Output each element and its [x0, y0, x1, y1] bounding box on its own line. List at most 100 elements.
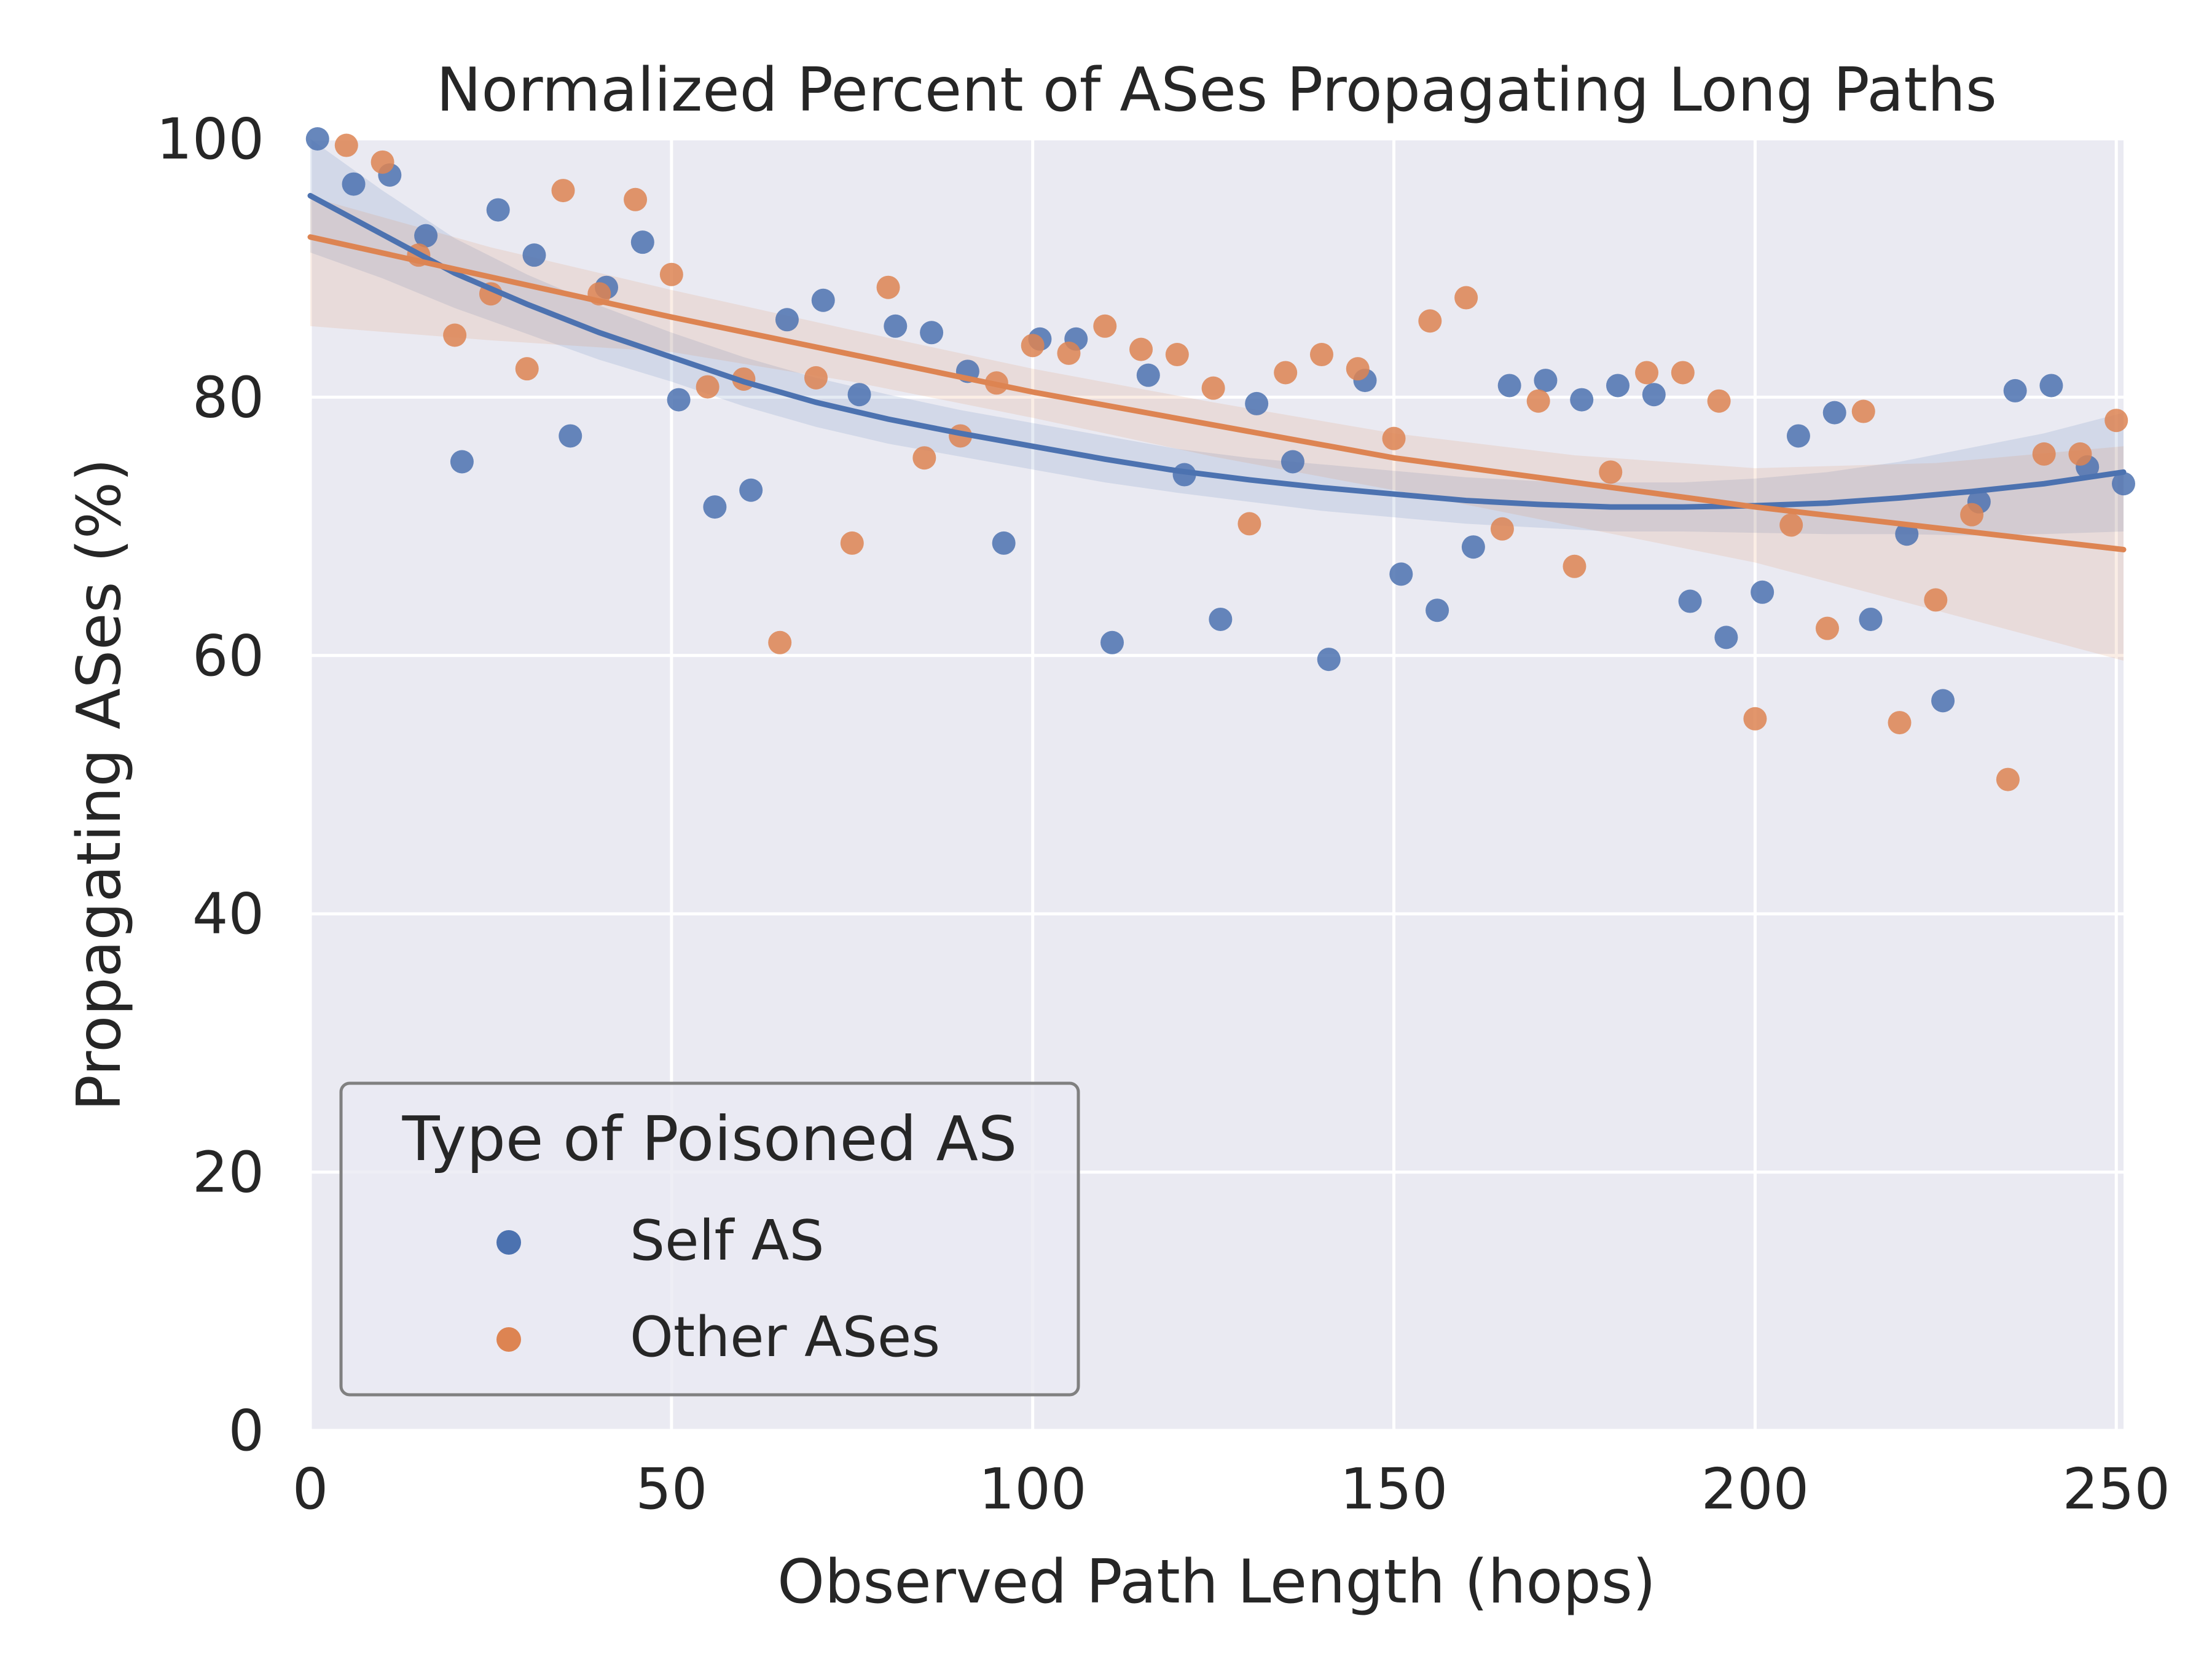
legend: Type of Poisoned AS Self AS Other ASes: [339, 1081, 1080, 1397]
point-self-as: [1642, 383, 1666, 407]
point-other-ases: [1382, 426, 1406, 450]
point-other-ases: [1237, 512, 1261, 536]
point-other-ases: [1418, 309, 1442, 333]
point-self-as: [1100, 630, 1124, 654]
point-self-as: [703, 495, 727, 519]
fit-line-self-as: [307, 192, 2127, 510]
point-self-as: [2039, 374, 2063, 398]
point-other-ases: [912, 446, 936, 470]
point-self-as: [775, 308, 799, 332]
point-other-ases: [1996, 767, 2020, 791]
x-tick-label: 0: [292, 1456, 329, 1522]
point-other-ases: [515, 357, 539, 381]
point-other-ases: [1526, 389, 1550, 413]
legend-box: [339, 1081, 1080, 1397]
legend-marker-self-as: [496, 1230, 521, 1255]
point-other-ases: [1563, 554, 1586, 578]
point-other-ases: [1490, 517, 1514, 541]
point-self-as: [414, 224, 438, 248]
point-other-ases: [443, 323, 467, 347]
y-tick-label: 80: [192, 364, 264, 430]
y-axis-label: Propagating ASes (%): [65, 458, 135, 1111]
point-other-ases: [1093, 314, 1117, 338]
point-other-ases: [1671, 361, 1695, 385]
point-self-as: [522, 243, 546, 267]
point-self-as: [305, 127, 329, 151]
legend-marker-other-ases: [496, 1327, 521, 1352]
point-other-ases: [1309, 343, 1333, 367]
point-other-ases: [1635, 361, 1659, 385]
point-self-as: [630, 230, 654, 254]
point-other-ases: [840, 531, 864, 555]
x-axis-label: Observed Path Length (hops): [777, 1547, 1656, 1617]
point-other-ases: [2068, 442, 2092, 466]
point-other-ases: [1057, 341, 1081, 365]
point-other-ases: [1346, 357, 1370, 381]
point-self-as: [1461, 535, 1485, 559]
point-other-ases: [371, 150, 394, 174]
point-self-as: [1136, 363, 1160, 387]
x-tick-label: 100: [979, 1456, 1087, 1522]
point-other-ases: [551, 179, 575, 203]
x-tick-label: 200: [1701, 1456, 1810, 1522]
legend-label-other-ases: Other ASes: [630, 1305, 940, 1370]
point-self-as: [667, 388, 691, 412]
point-self-as: [1606, 374, 1630, 398]
x-tick-label: 250: [2062, 1456, 2170, 1522]
point-self-as: [2003, 378, 2027, 402]
point-other-ases: [876, 275, 900, 299]
point-other-ases: [624, 187, 648, 211]
point-other-ases: [659, 262, 683, 286]
point-self-as: [1751, 580, 1775, 604]
scatter-points: [305, 127, 2135, 791]
point-self-as: [1786, 424, 1810, 448]
point-other-ases: [1454, 286, 1478, 310]
point-self-as: [1714, 626, 1738, 649]
point-other-ases: [1707, 389, 1731, 413]
y-tick-label: 0: [228, 1398, 264, 1464]
point-other-ases: [2104, 409, 2128, 433]
point-other-ases: [1274, 361, 1298, 385]
x-tick-labels: 0 50 100 150 200 250: [292, 1456, 2170, 1522]
point-other-ases: [334, 133, 358, 157]
point-self-as: [884, 314, 908, 338]
chart-title: Normalized Percent of ASes Propagating L…: [436, 55, 1997, 125]
point-other-ases: [1815, 616, 1839, 640]
point-self-as: [450, 450, 474, 474]
point-self-as: [1859, 607, 1883, 631]
point-other-ases: [1960, 503, 1984, 527]
point-self-as: [1497, 374, 1521, 398]
point-self-as: [559, 424, 582, 448]
y-tick-label: 20: [192, 1140, 264, 1206]
point-other-ases: [1743, 707, 1767, 731]
point-self-as: [1822, 401, 1846, 425]
point-self-as: [1317, 648, 1341, 672]
point-other-ases: [768, 630, 792, 654]
point-self-as: [920, 321, 944, 345]
y-tick-label: 60: [192, 623, 264, 689]
point-other-ases: [1021, 334, 1045, 358]
point-other-ases: [1129, 337, 1153, 361]
x-tick-label: 150: [1340, 1456, 1448, 1522]
point-self-as: [1931, 689, 1955, 713]
point-self-as: [1281, 450, 1304, 474]
point-self-as: [1895, 522, 1919, 546]
point-other-ases: [2032, 442, 2056, 466]
regression-lines: [307, 192, 2127, 552]
x-tick-label: 50: [635, 1456, 707, 1522]
point-self-as: [992, 531, 1016, 555]
legend-label-self-as: Self AS: [630, 1209, 825, 1273]
point-self-as: [1678, 589, 1702, 613]
point-self-as: [811, 288, 835, 312]
point-self-as: [847, 383, 871, 407]
point-other-ases: [1201, 376, 1225, 400]
point-other-ases: [1165, 343, 1189, 367]
y-tick-label: 100: [156, 106, 264, 172]
point-self-as: [486, 198, 510, 222]
confidence-band-other-ases: [310, 197, 2124, 661]
point-self-as: [1534, 369, 1558, 393]
point-other-ases: [1924, 588, 1948, 612]
y-tick-labels: 0 20 40 60 80 100: [156, 106, 264, 1464]
point-other-ases: [804, 366, 828, 390]
